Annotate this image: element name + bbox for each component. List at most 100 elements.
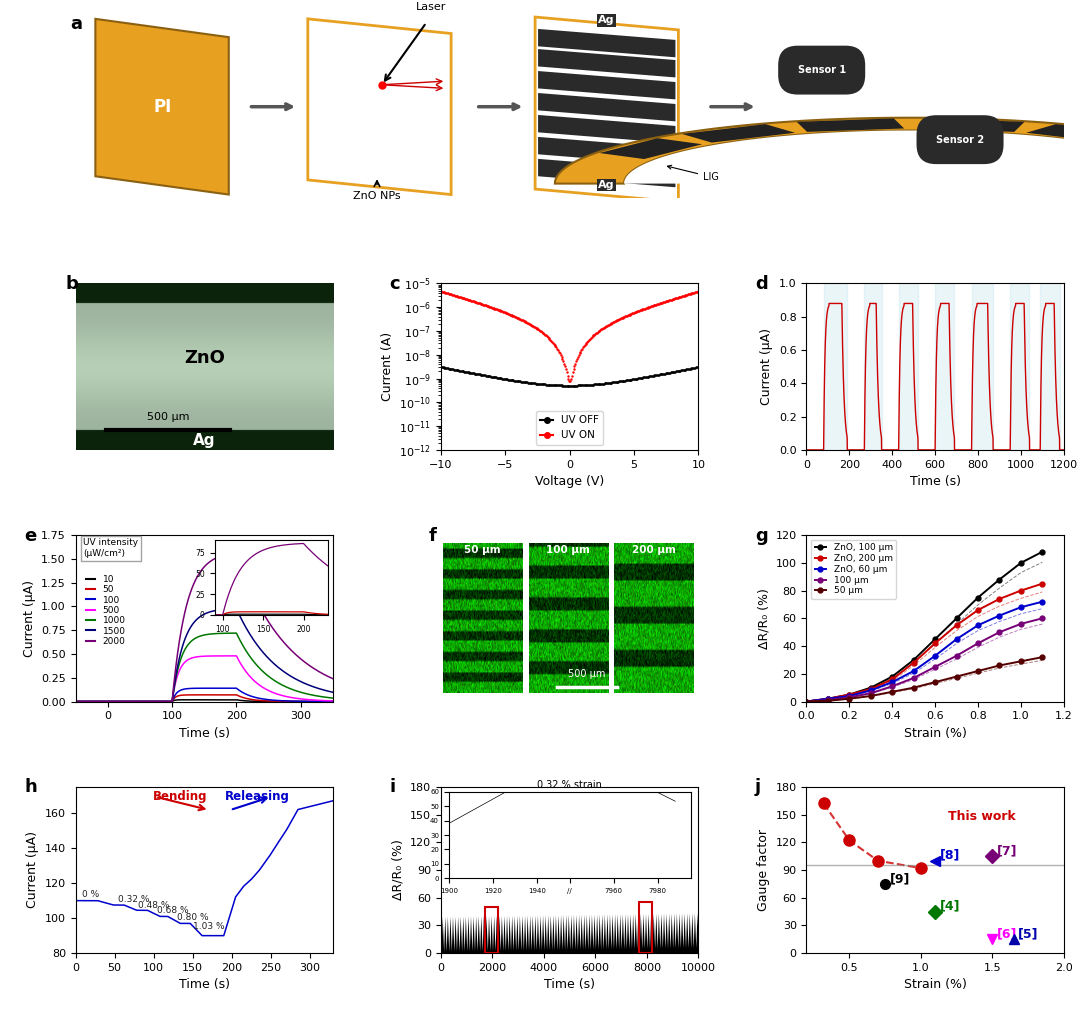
Bar xyxy=(972,284,993,450)
50 μm xyxy=(822,695,835,707)
Polygon shape xyxy=(538,159,675,188)
Text: PI: PI xyxy=(153,97,172,116)
Line: ZnO, 60 μm: ZnO, 60 μm xyxy=(804,599,1044,704)
Text: Releasing: Releasing xyxy=(225,790,289,803)
Text: g: g xyxy=(755,527,768,545)
100 μm xyxy=(800,696,813,708)
Line: 100 μm: 100 μm xyxy=(804,615,1044,704)
X-axis label: Time (s): Time (s) xyxy=(544,979,595,992)
Text: 500 μm: 500 μm xyxy=(568,668,606,678)
Text: 0 %: 0 % xyxy=(82,890,99,899)
ZnO, 60 μm xyxy=(1014,601,1027,613)
ZnO, 200 μm xyxy=(864,683,877,696)
Text: [8]: [8] xyxy=(940,849,960,862)
ZnO, 200 μm xyxy=(993,593,1005,605)
Text: Ag: Ag xyxy=(598,180,615,191)
Y-axis label: ΔR/R₀ (%): ΔR/R₀ (%) xyxy=(757,588,770,649)
Text: c: c xyxy=(390,275,401,293)
50 μm xyxy=(972,665,985,677)
Bar xyxy=(485,907,498,953)
Bar xyxy=(824,284,847,450)
Text: 0.32 %: 0.32 % xyxy=(118,895,149,904)
100 μm xyxy=(907,672,920,684)
Bar xyxy=(1040,284,1059,450)
Text: 1.03 %: 1.03 % xyxy=(192,922,225,931)
ZnO, 100 μm xyxy=(864,681,877,694)
50 μm xyxy=(864,690,877,702)
Polygon shape xyxy=(681,124,795,143)
Text: LIG: LIG xyxy=(667,165,719,182)
ZnO, 100 μm xyxy=(842,689,855,701)
Bar xyxy=(1010,284,1029,450)
Polygon shape xyxy=(624,131,1080,184)
Text: Ag: Ag xyxy=(598,15,615,25)
100 μm xyxy=(1036,612,1049,625)
Polygon shape xyxy=(555,118,1080,184)
Polygon shape xyxy=(917,119,1025,132)
Text: i: i xyxy=(390,779,395,796)
X-axis label: Strain (%): Strain (%) xyxy=(904,727,967,740)
Text: 50 μm: 50 μm xyxy=(464,546,500,556)
100 μm xyxy=(929,661,942,673)
Text: 0.68 %: 0.68 % xyxy=(158,906,189,915)
Bar xyxy=(935,284,955,450)
Text: f: f xyxy=(428,527,436,545)
ZnO, 100 μm xyxy=(907,654,920,666)
ZnO, 200 μm xyxy=(1036,578,1049,590)
100 μm xyxy=(842,692,855,704)
ZnO, 100 μm xyxy=(972,591,985,603)
ZnO, 100 μm xyxy=(950,612,963,625)
ZnO, 100 μm xyxy=(929,633,942,645)
X-axis label: Time (s): Time (s) xyxy=(179,979,230,992)
100 μm xyxy=(822,694,835,706)
ZnO, 200 μm xyxy=(1014,584,1027,596)
Text: Ag: Ag xyxy=(193,433,216,448)
ZnO, 60 μm xyxy=(972,620,985,632)
50 μm xyxy=(929,676,942,689)
Polygon shape xyxy=(308,19,451,195)
Text: 100 μm: 100 μm xyxy=(546,546,590,556)
ZnO, 60 μm xyxy=(1036,595,1049,607)
Text: 200 μm: 200 μm xyxy=(632,546,676,556)
100 μm xyxy=(1014,618,1027,630)
ZnO, 60 μm xyxy=(864,684,877,697)
Text: [5]: [5] xyxy=(1018,928,1039,940)
50 μm xyxy=(907,681,920,694)
Y-axis label: Gauge factor: Gauge factor xyxy=(757,829,770,911)
ZnO, 60 μm xyxy=(886,676,899,689)
ZnO, 60 μm xyxy=(800,696,813,708)
Line: 50 μm: 50 μm xyxy=(804,655,1044,704)
ZnO, 60 μm xyxy=(907,665,920,677)
Text: ZnO NPs: ZnO NPs xyxy=(353,191,401,201)
Polygon shape xyxy=(538,115,675,143)
Text: h: h xyxy=(24,779,37,796)
50 μm xyxy=(1014,655,1027,667)
ZnO, 60 μm xyxy=(950,633,963,645)
ZnO, 100 μm xyxy=(993,574,1005,586)
X-axis label: Strain (%): Strain (%) xyxy=(904,979,967,992)
Text: Sensor 1: Sensor 1 xyxy=(798,65,846,75)
Text: [9]: [9] xyxy=(889,872,909,885)
Text: ZnO: ZnO xyxy=(184,350,225,367)
ZnO, 200 μm xyxy=(886,673,899,685)
Text: e: e xyxy=(24,527,37,545)
Text: This work: This work xyxy=(948,810,1016,823)
ZnO, 60 μm xyxy=(822,693,835,705)
Legend: 10, 50, 100, 500, 1000, 1500, 2000: 10, 50, 100, 500, 1000, 1500, 2000 xyxy=(83,571,130,650)
Text: Laser: Laser xyxy=(416,2,446,11)
Text: 0.48 %: 0.48 % xyxy=(138,900,170,910)
ZnO, 200 μm xyxy=(929,637,942,649)
Text: UV intensity
(μW/cm²): UV intensity (μW/cm²) xyxy=(83,538,138,558)
Polygon shape xyxy=(538,71,675,99)
50 μm xyxy=(842,693,855,705)
Legend: UV OFF, UV ON: UV OFF, UV ON xyxy=(536,411,604,445)
Text: [7]: [7] xyxy=(997,845,1017,857)
ZnO, 100 μm xyxy=(886,670,899,682)
Polygon shape xyxy=(538,49,675,77)
Polygon shape xyxy=(1026,124,1080,143)
50 μm xyxy=(800,696,813,708)
100 μm xyxy=(886,680,899,693)
Polygon shape xyxy=(797,119,904,132)
Text: Bending: Bending xyxy=(152,790,207,803)
Polygon shape xyxy=(538,137,675,165)
